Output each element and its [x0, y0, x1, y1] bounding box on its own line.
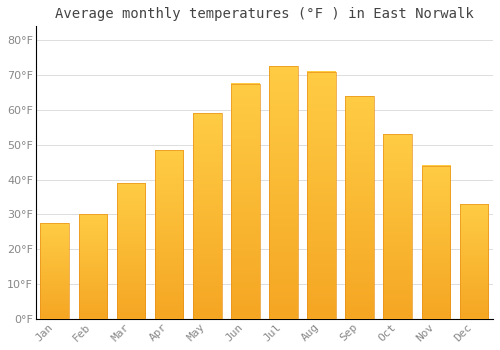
Bar: [460, 204, 488, 319]
Title: Average monthly temperatures (°F ) in East Norwalk: Average monthly temperatures (°F ) in Ea…: [55, 7, 474, 21]
Bar: [269, 66, 298, 319]
Bar: [78, 215, 107, 319]
Bar: [155, 150, 184, 319]
Bar: [308, 71, 336, 319]
Bar: [40, 223, 69, 319]
Bar: [116, 183, 146, 319]
Bar: [193, 113, 222, 319]
Bar: [231, 84, 260, 319]
Bar: [384, 134, 412, 319]
Bar: [422, 166, 450, 319]
Bar: [346, 96, 374, 319]
